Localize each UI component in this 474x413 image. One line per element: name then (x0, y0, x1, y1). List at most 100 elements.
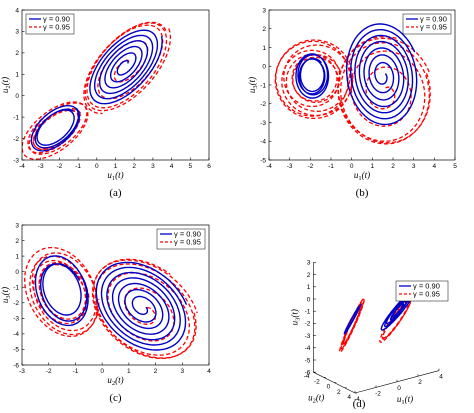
x-tick-label: -2 (46, 368, 52, 375)
panel-a: -4 -3 -2 -1 0 1 2 3 4 5 6-3-2-101234u1(t)u2(t)(a)γ… (0, 7, 211, 199)
y-axis-label: u3(t) (0, 287, 12, 303)
x-tick-label: -1 (328, 163, 334, 170)
x-tick-label: 3 (412, 163, 416, 170)
y-axis-label: u2(t) (0, 77, 12, 93)
series-gamma-090-curve-0 (380, 289, 416, 331)
legend-entry: γ = 0.95 (413, 290, 440, 299)
u3-tick-label: 2 (307, 272, 311, 279)
panel-c-curves (24, 246, 198, 360)
x-tick-label: 4 (170, 163, 174, 170)
y-tick-label: -3 (260, 120, 266, 127)
u2-axis-label: u2(t) (308, 393, 324, 405)
u3-tick-label: -3 (305, 333, 311, 340)
x-tick-label: -4 (19, 163, 25, 170)
panel-label: (c) (109, 392, 122, 404)
y-tick-label: -6 (13, 362, 19, 369)
legend-entry: γ = 0.95 (420, 23, 447, 32)
x-axis-label: u2(t) (107, 375, 123, 387)
u3-tick-label: 0 (307, 296, 311, 303)
panel-d: -4-2024-4-2024-6-5-4-3-2-10123u1(t)u2(t)… (289, 260, 449, 410)
y-tick-label: 3 (15, 29, 19, 36)
u2-tick-label: -2 (314, 378, 320, 385)
plot-frame (21, 224, 210, 366)
x-tick-label: 2 (154, 368, 158, 375)
y-tick-label: -1 (13, 285, 19, 292)
panel-c: -3 -2 -1 0 1 2 3 4 -6 -5 -4 -3 -2 -1 0 1 2 3 u2(t) u3(t) (c)… (0, 222, 211, 404)
u3-tick-label: -6 (305, 370, 311, 377)
u2-tick-label: 0 (327, 384, 331, 391)
x-tick-label: 1 (371, 163, 375, 170)
y-tick-label: 1 (262, 45, 266, 52)
series-gamma-090-curve-1 (30, 105, 80, 152)
legend-entry: γ = 0.90 (420, 15, 447, 24)
u3-axis-label: u3(t) (289, 309, 301, 325)
y-tick-label: -1 (260, 82, 266, 89)
panel-label: (d) (353, 398, 366, 410)
x-tick-label: -2 (57, 163, 63, 170)
x-tick-label: -2 (307, 163, 313, 170)
x-tick-label: 5 (453, 163, 457, 170)
y-tick-label: -4 (260, 139, 266, 146)
series-gamma-095-curve-2 (337, 37, 431, 145)
u2-tick-label: 2 (337, 389, 341, 396)
y-tick-label: -5 (260, 157, 266, 164)
series-gamma-095-curve-1 (379, 295, 412, 343)
series-gamma-095-curve-1 (274, 39, 354, 120)
u2-tick-label: -4 (304, 373, 310, 380)
panel-label: (b) (356, 187, 369, 199)
legend-entry: γ = 0.95 (174, 238, 201, 247)
u3-tick-label: -5 (305, 357, 311, 364)
y-tick-label: 0 (262, 64, 266, 71)
x-tick-label: 5 (188, 163, 192, 170)
y-tick-label: -2 (13, 136, 19, 143)
series-gamma-090-curve-1 (295, 53, 330, 99)
x-tick-label: 2 (391, 163, 395, 170)
x-tick-label: 1 (127, 368, 131, 375)
x-tick-label: 3 (180, 368, 184, 375)
x-tick-label: 4 (207, 368, 211, 375)
legend-entry: γ = 0.95 (43, 23, 70, 32)
legend-entry: γ = 0.90 (413, 282, 440, 291)
x-tick-label: -3 (287, 163, 293, 170)
x-tick-label: -3 (38, 163, 44, 170)
series-gamma-090-curve-1 (34, 255, 89, 327)
series-gamma-090-curve-0 (346, 23, 418, 126)
u1-tick-label: -4 (354, 396, 360, 403)
x-tick-label: -3 (19, 368, 25, 375)
y-tick-label: 3 (262, 7, 266, 14)
y-tick-label: 3 (15, 222, 19, 229)
u1-tick-label: 2 (418, 379, 422, 386)
u1-tick-label: 0 (397, 385, 401, 392)
series-gamma-095-curve-2 (91, 259, 198, 360)
y-tick-label: 1 (15, 253, 19, 260)
y-tick-label: 2 (15, 238, 19, 245)
y-tick-label: 0 (15, 269, 19, 276)
u3-tick-label: -4 (305, 345, 311, 352)
series-gamma-090-curve-1 (343, 303, 362, 335)
x-tick-label: -1 (75, 163, 81, 170)
u2-tick-label: 4 (347, 394, 351, 401)
legend-entry: γ = 0.90 (43, 15, 70, 24)
x-tick-label: 0 (100, 368, 104, 375)
x-axis-label: u1(t) (354, 170, 370, 182)
panel-label: (a) (109, 187, 122, 199)
series-gamma-090-curve-0 (89, 29, 163, 105)
u3-tick-label: 3 (307, 260, 311, 267)
y-tick-label: 2 (15, 50, 19, 57)
series-gamma-095-curve-2 (84, 21, 172, 112)
panel-b: -4 -3 -2 -1 0 1 2 3 4 5-5-4-3-2-10123u1(t)u3(t)(b… (247, 7, 457, 199)
y-tick-label: -5 (13, 347, 19, 354)
x-tick-label: 6 (207, 163, 211, 170)
y-tick-label: -2 (13, 300, 19, 307)
y-tick-label: 0 (15, 93, 19, 100)
series-gamma-095-curve-0 (337, 36, 426, 142)
u3-tick-label: 1 (307, 284, 311, 291)
x-tick-label: -4 (266, 163, 272, 170)
y-tick-label: -3 (13, 316, 19, 323)
u1-tick-label: 4 (439, 374, 443, 381)
u3-tick-label: -1 (305, 309, 311, 316)
x-tick-label: 0 (95, 163, 99, 170)
y-tick-label: -3 (13, 157, 19, 164)
u1-tick-label: -2 (375, 390, 381, 397)
